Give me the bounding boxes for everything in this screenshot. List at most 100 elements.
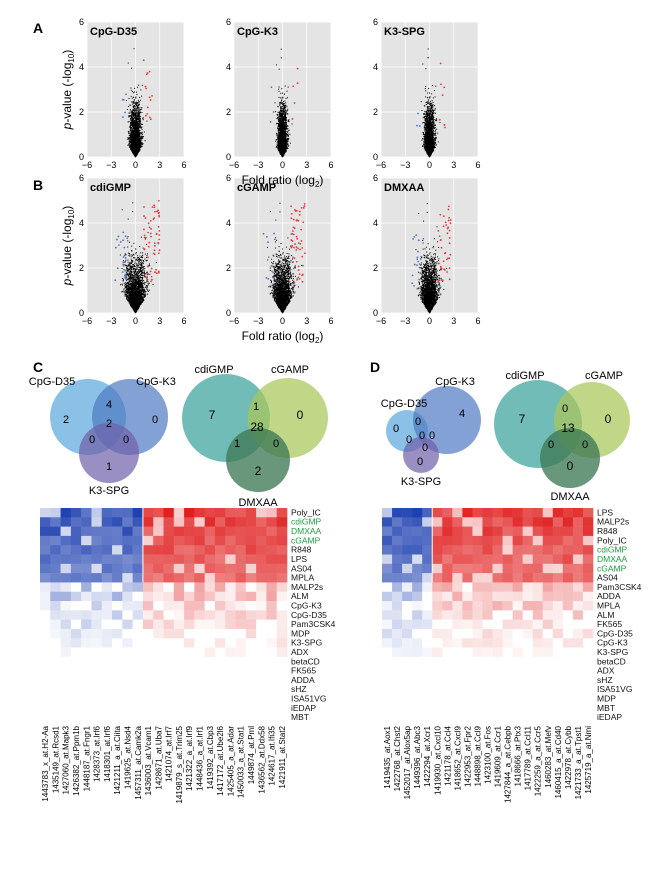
data-point — [135, 112, 137, 114]
data-point — [135, 125, 137, 127]
upregulated-point — [145, 87, 148, 90]
data-point — [132, 113, 134, 115]
data-point — [278, 129, 280, 131]
upregulated-point — [149, 99, 152, 101]
data-point — [134, 115, 136, 117]
data-point — [130, 147, 132, 149]
data-point — [141, 112, 143, 114]
data-point — [281, 127, 283, 129]
data-point — [128, 133, 130, 135]
data-point — [282, 144, 284, 146]
data-point — [134, 120, 136, 122]
data-point — [128, 112, 130, 114]
data-point — [130, 141, 132, 143]
data-point — [133, 133, 135, 135]
data-point — [141, 108, 143, 110]
data-point — [282, 96, 284, 98]
data-point — [423, 141, 425, 143]
data-point — [280, 116, 282, 118]
x-tick-label: 6 — [328, 160, 333, 170]
data-point — [129, 126, 131, 128]
data-point — [139, 120, 141, 122]
data-point — [134, 129, 136, 131]
data-point — [133, 121, 135, 123]
data-point — [135, 117, 137, 119]
data-point — [130, 124, 132, 126]
data-point — [129, 145, 131, 147]
data-point — [282, 132, 284, 134]
data-point — [136, 150, 138, 152]
data-point — [280, 129, 282, 131]
data-point — [135, 141, 137, 143]
data-point — [132, 131, 134, 133]
data-point — [287, 110, 289, 112]
data-point — [132, 142, 134, 144]
data-point — [284, 140, 286, 142]
data-point — [135, 103, 137, 105]
data-point — [131, 91, 133, 93]
data-point — [137, 104, 139, 106]
data-point — [285, 137, 287, 139]
x-tick-label: 3 — [157, 160, 162, 170]
data-point — [136, 141, 138, 143]
data-point — [141, 95, 143, 97]
data-point — [134, 137, 136, 139]
data-point — [277, 116, 279, 118]
data-point — [279, 104, 281, 106]
data-point — [283, 106, 285, 108]
data-point — [137, 106, 139, 108]
data-point — [132, 117, 134, 119]
data-point — [279, 102, 281, 104]
data-point — [280, 109, 282, 111]
upregulated-point — [145, 114, 147, 117]
data-point — [135, 138, 137, 140]
data-point — [136, 145, 138, 147]
data-point — [138, 148, 140, 150]
data-point — [275, 140, 277, 142]
data-point — [133, 112, 135, 114]
data-point — [284, 123, 286, 125]
data-point — [133, 109, 135, 111]
data-point — [282, 117, 284, 119]
data-point — [284, 132, 286, 134]
data-point — [275, 146, 277, 148]
data-point — [281, 148, 283, 150]
data-point — [280, 144, 282, 146]
upregulated-point — [149, 118, 152, 121]
data-point — [283, 152, 285, 154]
data-point — [282, 101, 284, 103]
data-point — [136, 128, 138, 130]
data-point — [284, 109, 286, 111]
data-point — [142, 117, 144, 119]
data-point — [277, 134, 279, 136]
data-point — [138, 118, 140, 120]
data-point — [138, 150, 140, 152]
data-point — [276, 132, 278, 134]
data-point — [128, 135, 130, 137]
data-point — [135, 97, 137, 99]
data-point — [127, 121, 129, 123]
data-point — [135, 115, 137, 117]
data-point — [133, 123, 135, 125]
data-point — [131, 113, 133, 115]
data-point — [281, 140, 283, 142]
data-point — [134, 151, 136, 153]
data-point — [139, 130, 141, 132]
data-point — [136, 133, 138, 135]
data-point — [139, 149, 141, 151]
data-point — [139, 96, 141, 98]
data-point — [138, 123, 140, 125]
data-point — [277, 128, 279, 130]
data-point — [137, 106, 139, 108]
data-point — [132, 134, 134, 136]
data-point — [285, 113, 287, 115]
data-point — [132, 145, 134, 147]
data-point — [134, 144, 136, 146]
data-point — [287, 140, 289, 142]
data-point — [282, 122, 284, 124]
data-point — [275, 111, 277, 113]
data-point — [139, 124, 141, 126]
data-point — [137, 99, 139, 101]
data-point — [133, 128, 135, 130]
